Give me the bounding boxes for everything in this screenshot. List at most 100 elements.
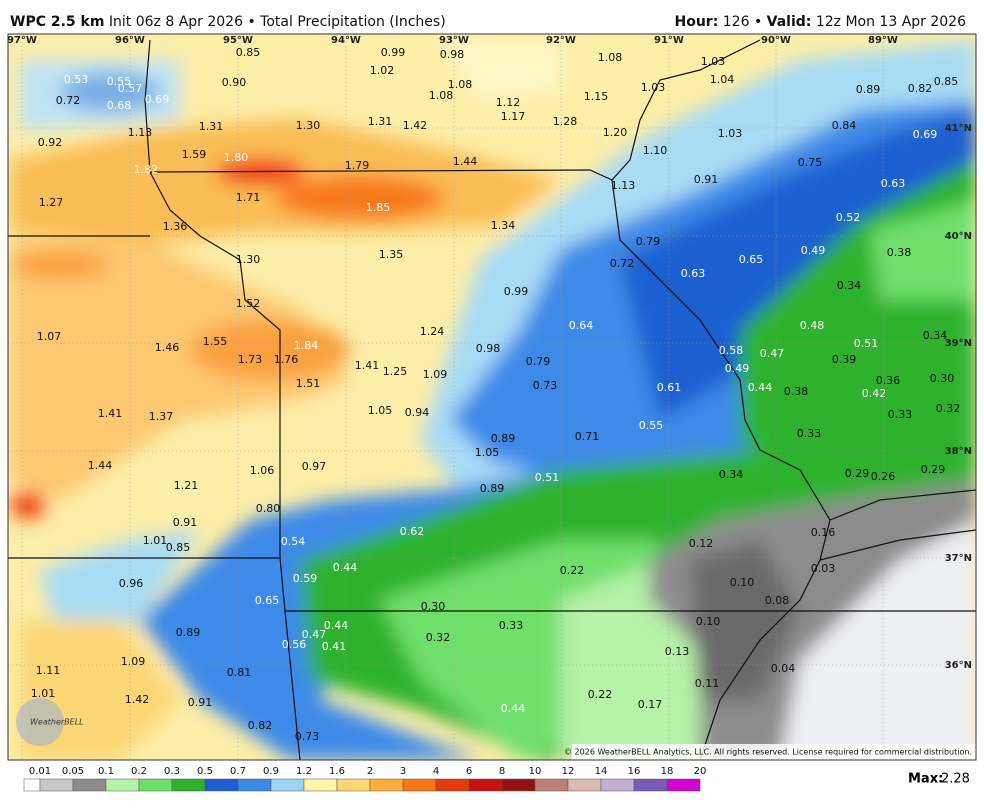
precip-value: 0.69 (913, 128, 938, 141)
legend-swatch (72, 778, 107, 792)
map: © 2026 WeatherBELL Analytics, LLC. All r… (8, 34, 976, 760)
legend-swatch (270, 778, 305, 792)
precip-value: 0.94 (405, 406, 430, 419)
precip-value: 0.65 (255, 594, 280, 607)
precip-value: 1.24 (420, 325, 445, 338)
precip-value: 0.84 (832, 119, 857, 132)
precip-value: 0.53 (64, 73, 89, 86)
precip-value: 0.47 (760, 347, 785, 360)
legend-label: 0.5 (197, 766, 213, 777)
legend-label: 6 (466, 766, 472, 777)
precip-value: 0.26 (871, 470, 896, 483)
precip-value: 0.62 (400, 525, 425, 538)
precip-value: 1.37 (149, 410, 174, 423)
model: WPC 2.5 km (10, 14, 104, 30)
legend-label: 4 (433, 766, 439, 777)
precip-value: 0.72 (610, 257, 635, 270)
precip-value: 1.21 (174, 479, 199, 492)
precip-value: 0.99 (504, 285, 529, 298)
precip-value: 1.03 (718, 127, 743, 140)
precip-value: 0.92 (38, 136, 63, 149)
precip-value: 0.51 (535, 471, 560, 484)
graticule (8, 34, 976, 760)
precip-value: 1.30 (296, 119, 321, 132)
precip-value: 0.30 (421, 600, 446, 613)
precip-value: 1.41 (98, 407, 123, 420)
precip-value: 0.82 (908, 82, 933, 95)
legend-swatch (567, 778, 602, 792)
precip-value: 0.38 (887, 246, 912, 259)
precip-value: 0.11 (695, 677, 720, 690)
precip-value: 0.10 (730, 576, 755, 589)
logo-mark (16, 698, 64, 746)
precip-value: 1.25 (383, 365, 408, 378)
precip-value: 1.08 (429, 89, 454, 102)
legend-swatch (534, 778, 569, 792)
precip-value: 1.03 (701, 55, 726, 68)
precip-value: 0.89 (856, 83, 881, 96)
latitude-label: 39°N (945, 338, 972, 349)
precip-value: 0.38 (784, 385, 809, 398)
max-label: Max: (908, 772, 943, 787)
precip-value: 0.04 (771, 662, 796, 675)
precip-value: 1.12 (496, 96, 521, 109)
legend-swatch (369, 778, 404, 792)
precip-value: 0.08 (765, 594, 790, 607)
legend-swatch (204, 778, 239, 792)
precip-value: 1.73 (238, 353, 263, 366)
legend-swatch (171, 778, 206, 792)
precip-value: 0.51 (854, 337, 879, 350)
precip-value: 0.68 (107, 99, 132, 112)
precip-value: 1.42 (403, 119, 428, 132)
precip-value: 0.73 (295, 730, 320, 743)
legend-label: 2 (367, 766, 373, 777)
precip-value: 0.72 (56, 94, 81, 107)
precip-value: 0.29 (921, 463, 946, 476)
longitude-label: 93°W (439, 35, 469, 46)
precip-value: 0.16 (811, 526, 836, 539)
precip-value: 0.90 (222, 76, 247, 89)
precip-value: 0.52 (836, 211, 861, 224)
precip-value: 0.22 (588, 688, 613, 701)
precip-value: 1.13 (128, 126, 153, 139)
precip-value: 1.02 (370, 64, 395, 77)
precip-value: 0.41 (322, 640, 347, 653)
legend-label: 16 (628, 766, 641, 777)
precip-value: 0.64 (569, 319, 594, 332)
precip-value: 0.32 (426, 631, 451, 644)
legend-label: 0.3 (164, 766, 180, 777)
precip-value: 0.34 (923, 329, 948, 342)
precip-value: 0.44 (501, 702, 526, 715)
precip-value: 1.85 (366, 201, 391, 214)
legend-label: 0.2 (131, 766, 147, 777)
precip-value: 1.09 (121, 655, 146, 668)
precip-value: 1.84 (294, 339, 319, 352)
precip-value: 1.82 (134, 163, 159, 176)
longitude-label: 92°W (546, 35, 576, 46)
precip-value: 1.27 (39, 196, 64, 209)
precip-value: 0.47 (302, 628, 327, 641)
longitude-label: 90°W (761, 35, 791, 46)
precip-value: 0.85 (934, 75, 959, 88)
product: Total Precipitation (Inches) (259, 14, 446, 30)
precip-value: 0.33 (499, 619, 524, 632)
precip-value: 0.34 (837, 279, 862, 292)
header-title: WPC 2.5 km Init 06z 8 Apr 2026 • Total P… (10, 14, 446, 30)
precip-value: 1.06 (250, 464, 275, 477)
legend-label: 12 (562, 766, 575, 777)
separator: • (247, 14, 255, 30)
precip-value: 1.07 (37, 330, 62, 343)
precip-value: 0.97 (302, 460, 327, 473)
precip-value: 1.13 (611, 179, 636, 192)
precip-value: 0.36 (876, 374, 901, 387)
latitude-label: 38°N (945, 446, 972, 457)
legend-swatch (138, 778, 173, 792)
precip-value: 1.20 (603, 126, 628, 139)
legend-swatch (303, 778, 338, 792)
precip-value: 1.41 (355, 359, 380, 372)
precip-value: 0.56 (282, 638, 307, 651)
precip-value: 0.85 (236, 46, 261, 59)
precip-value: 1.59 (182, 148, 207, 161)
longitude-label: 94°W (331, 35, 361, 46)
